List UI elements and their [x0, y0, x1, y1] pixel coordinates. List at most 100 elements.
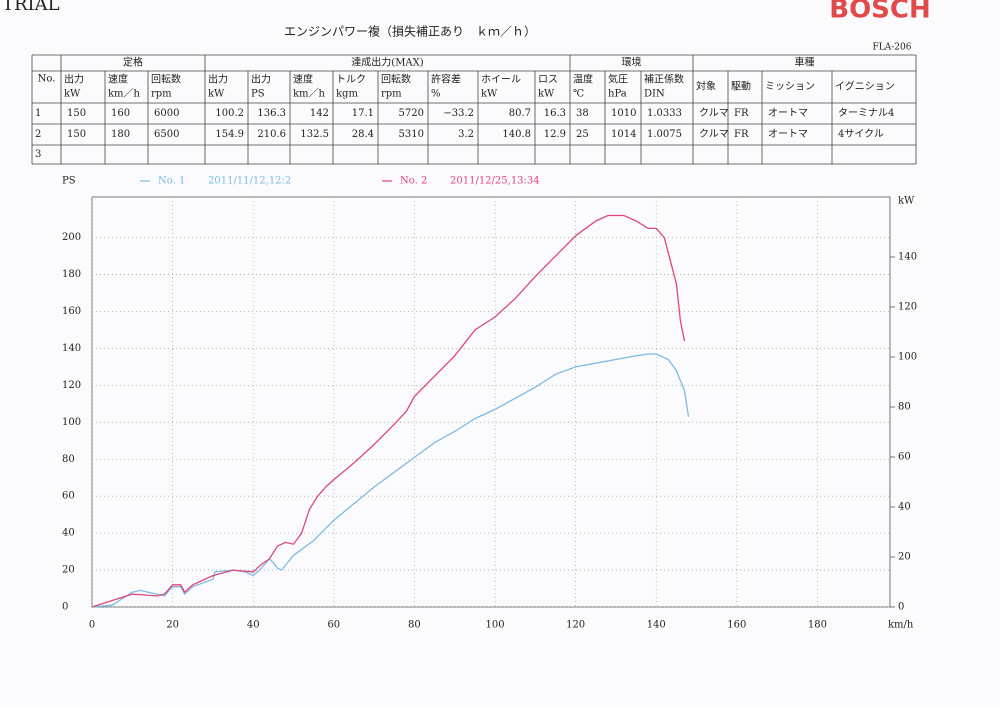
y2-tick-label: 60 [898, 452, 911, 463]
table-cell: 16.3 [544, 108, 566, 119]
table-cell: 3 [35, 149, 41, 160]
table-cell: 80.7 [509, 108, 531, 119]
group-header: 車種 [795, 56, 815, 69]
table-cell: クルマ [699, 128, 729, 140]
table-cell: 1.0333 [647, 108, 682, 119]
x-tick-label: 100 [485, 620, 504, 631]
y-tick-label: 0 [62, 602, 68, 613]
x-tick-label: 20 [166, 620, 179, 631]
x-tick-label: 120 [566, 620, 585, 631]
x-tick-label: 60 [327, 620, 340, 631]
table-cell: オートマ [768, 107, 808, 119]
column-header: rpm [381, 89, 402, 100]
legend-label: No. 1 [158, 176, 185, 187]
column-header: ロス [538, 75, 558, 86]
y-tick-label: 200 [62, 232, 81, 243]
column-header: % [431, 89, 441, 100]
table-cell: 38 [576, 108, 589, 119]
table-cell: −33.2 [443, 108, 474, 119]
column-header: kW [538, 89, 555, 100]
column-header: km／h [293, 88, 326, 100]
table-cell: 180 [111, 129, 130, 140]
column-header: kW [64, 89, 81, 100]
y-tick-label: 40 [62, 528, 75, 539]
y-tick-label: 20 [62, 565, 75, 576]
table-cell: オートマ [768, 128, 808, 140]
table-cell: 140.8 [502, 129, 531, 140]
y-tick-label: 60 [62, 491, 75, 502]
y-tick-label: 180 [62, 269, 81, 280]
column-header: 速度 [108, 73, 128, 86]
column-header: hPa [608, 89, 627, 100]
y-tick-label: 160 [62, 306, 81, 317]
table-cell: 25 [576, 129, 589, 140]
y-tick-label: 120 [62, 380, 81, 391]
table-cell: 150 [67, 108, 86, 119]
table-cell: ターミナル4 [838, 107, 894, 119]
column-header: kgm [336, 89, 358, 100]
column-header: rpm [151, 89, 172, 100]
table-cell: 17.1 [352, 108, 374, 119]
table-cell: 1014 [611, 129, 636, 140]
table-cell: 6000 [154, 108, 179, 119]
y2-tick-label: 80 [898, 402, 911, 413]
column-header: 回転数 [151, 73, 181, 86]
group-header: 定格 [123, 56, 143, 69]
table-cell: 6500 [154, 129, 179, 140]
table-cell: 2 [35, 129, 41, 140]
x-tick-label: 40 [247, 620, 260, 631]
column-header: 気圧 [608, 73, 628, 86]
legend-date: 2011/11/12,12:2 [208, 176, 291, 187]
table-cell: 1010 [611, 108, 636, 119]
chart: 0 20 40 60 80 100 120 140 160 180 0 20 40 60 80 100 120 1… [62, 176, 917, 631]
column-header: km／h [108, 88, 141, 100]
y-tick-label: 140 [62, 343, 81, 354]
table-cell: 4サイクル [838, 128, 884, 140]
x-tick-label: 80 [408, 620, 421, 631]
y2-tick-label: 20 [898, 552, 911, 563]
x-tick-label: 0 [89, 620, 95, 631]
table-cell: 150 [67, 129, 86, 140]
table-cell: 12.9 [544, 129, 566, 140]
y2-tick-label: 140 [898, 252, 917, 263]
x-axis-label: km/h [888, 620, 914, 631]
form-code: FLA-206 [873, 43, 912, 53]
table-cell: 1.0075 [647, 129, 682, 140]
table-cell: 3.2 [458, 129, 474, 140]
column-header: kW [481, 89, 498, 100]
column-header: ℃ [573, 89, 584, 100]
group-header: 環境 [622, 56, 642, 69]
column-header: DIN [644, 89, 665, 100]
table-cell: 142 [310, 108, 329, 119]
legend-label: No. 2 [400, 176, 427, 187]
x-tick-label: 160 [727, 620, 746, 631]
brand: BOSCH [829, 0, 931, 25]
y-tick-label: 80 [62, 454, 75, 465]
title: エンジンパワー複（損失補正あり ｋｍ／ｈ） [284, 24, 536, 39]
column-header: PS [251, 89, 265, 100]
column-header: kW [208, 89, 225, 100]
y2-tick-label: 120 [898, 302, 917, 313]
column-header: 出力 [64, 73, 84, 86]
y-tick-label: 100 [62, 417, 81, 428]
column-header: 出力 [251, 73, 271, 86]
table-cell: 28.4 [352, 129, 374, 140]
table-cell: クルマ [699, 107, 729, 119]
y2-axis-label: kW [898, 196, 915, 207]
column-header: トルク [336, 74, 366, 86]
table-cell: 160 [111, 108, 130, 119]
group-header: 達成出力(MAX) [351, 56, 423, 69]
corner-text: TRIAL [2, 0, 60, 15]
y-axis-label: PS [62, 176, 76, 187]
legend-date: 2011/12/25,13:34 [450, 176, 540, 187]
table-cell: 5720 [399, 108, 424, 119]
column-header: 出力 [208, 73, 228, 86]
y2-tick-label: 0 [898, 602, 904, 613]
column-header: イグニション [835, 80, 895, 93]
series-line [91, 214, 686, 608]
column-header: 速度 [293, 73, 313, 86]
table-cell: FR [734, 108, 749, 119]
column-header: 駆動 [731, 80, 751, 93]
table-cell: 1 [35, 108, 41, 119]
